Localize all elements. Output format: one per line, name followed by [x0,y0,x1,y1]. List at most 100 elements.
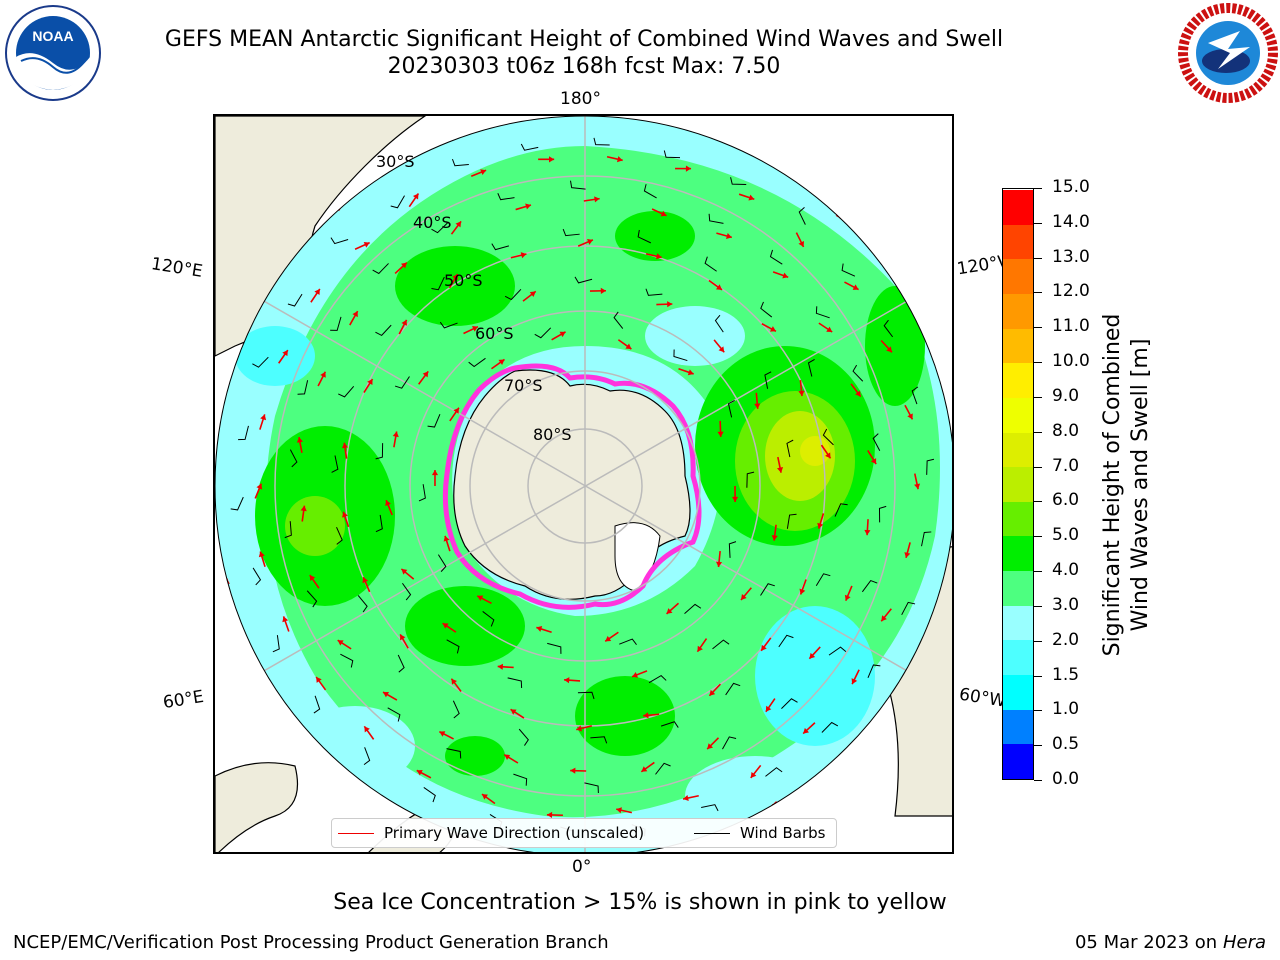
colorbar-tick [1034,222,1042,224]
colorbar-tick-label: 11.0 [1052,316,1090,337]
wave-arrow-head [881,615,887,622]
colorbar-bin [1003,639,1033,676]
wave-arrow-head [855,390,861,397]
legend-swatch-wave [338,833,374,834]
wave-arrow-head [559,331,566,338]
wave-arrow-head [799,588,806,595]
colorbar-bin [1003,362,1033,398]
wind-barb [427,413,441,428]
wave-arrow-head [443,535,450,542]
wave-arrow-head [412,193,419,200]
wind-barb [708,213,724,224]
wind-barb [834,503,848,517]
wind-barb [673,349,688,362]
sea-ice-caption: Sea Ice Concentration > 15% is shown in … [333,890,947,915]
wind-barb [534,327,552,339]
wave-arrow-head [258,551,265,558]
footer-machine: Hera [1222,932,1266,953]
footer-date: 05 Mar 2023 on [1074,932,1218,953]
colorbar-tick-label: 5.0 [1052,525,1080,546]
wave-arrow-head [769,326,776,332]
wind-barb [497,193,515,201]
wave-arrow-head [480,169,487,176]
colorbar-tick-label: 10.0 [1052,351,1090,372]
wind-barb [418,484,426,502]
wind-barb [372,263,389,275]
colorbar-tick-label: 0.5 [1052,734,1080,755]
lat-label-80s: 80°S [533,425,572,444]
wave-arrow-head [520,252,527,259]
wind-barb [590,736,608,744]
wave-arrow-head [442,623,449,629]
wave-arrow-head [256,483,263,490]
wind-barb [331,455,339,473]
wave-arrow-head [740,594,747,600]
colorbar-tick-label: 4.0 [1052,560,1080,581]
wave-arrow-head [400,634,406,641]
colorbar-bin [1003,189,1033,225]
wind-barb [423,787,436,803]
wave-arrow-head [510,709,517,715]
colorbar-bin [1003,397,1033,433]
map-panel [213,114,954,854]
wave-arrow-head [765,705,772,712]
colorbar-tick-label: 12.0 [1052,281,1090,302]
wind-barb [451,158,469,167]
wind-barb [926,458,935,475]
colorbar-tick-label: 0.0 [1052,769,1080,789]
wave-arrow-head [852,284,859,290]
wind-barb [807,359,815,377]
wind-barb [841,263,856,277]
wind-barb [828,646,847,656]
lon-label-60w: 60°W [957,684,1006,712]
colorbar-title-line2: Wind Waves and Swell [m] [1128,338,1153,632]
graticule [215,116,952,852]
wind-barb [402,582,412,601]
wave-arrow-head [844,594,851,601]
wave-arrow-head [870,458,877,465]
wind-barb [878,505,887,523]
wave-arrow-head [529,291,536,297]
wind-barb [482,611,495,627]
wind-barb [861,579,878,593]
wave-arrow-head [667,301,673,308]
wave-arrow-head [282,616,289,623]
wave-arrow-head [477,595,484,602]
lat-label-60s: 60°S [475,324,514,343]
wave-arrow-head [497,663,504,670]
wind-barb [577,691,595,700]
colorbar-tick-label: 13.0 [1052,246,1090,267]
wind-barb [431,276,445,291]
wind-barb [648,674,667,684]
wave-arrow-head [717,431,724,437]
wave-arrow-head [401,568,408,575]
wind-barb [901,601,916,616]
wave-arrow-head [798,240,805,247]
colorbar-bin [1003,258,1033,294]
wind-barb [764,371,772,389]
colorbar-bin [1003,570,1033,606]
wind-barb [872,433,881,452]
lon-label-180: 180° [560,89,601,109]
colorbar-tick [1034,466,1042,468]
wind-barb [336,526,343,545]
wave-arrow-head [914,483,921,490]
chart-title: GEFS MEAN Antarctic Significant Height o… [164,27,1004,52]
colorbar-tick-label: 9.0 [1052,385,1080,406]
colorbar-tick [1034,640,1042,642]
colorbar-tick [1034,396,1042,398]
wave-arrow-head [570,767,576,774]
wind-barb [375,443,384,460]
wave-arrow-head [367,379,373,386]
wind-barb [760,301,773,318]
wind-barb [437,554,447,572]
wave-arrow-head [809,652,816,659]
wave-arrow-head [451,678,457,685]
lat-label-50s: 50°S [444,271,483,290]
wind-barb [387,707,401,722]
lat-label-30s: 30°S [376,152,415,171]
lon-label-60e: 60°E [161,686,206,714]
wind-barb [375,324,392,337]
wave-arrow-head [761,644,767,651]
wind-barb [340,653,354,668]
